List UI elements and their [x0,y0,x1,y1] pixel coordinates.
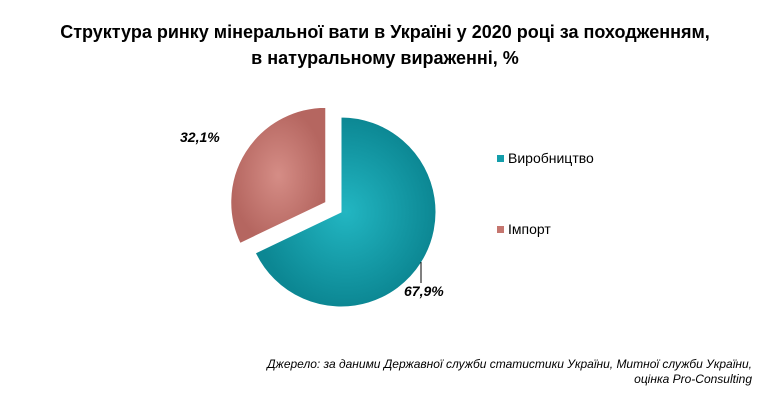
source-note-line-1: Джерело: за даними Державної служби стат… [265,357,752,371]
chart-title-line-1: Структура ринку мінеральної вати в Украї… [60,22,710,42]
legend-label-import: Імпорт [508,221,551,237]
chart-title-line-2: в натуральному вираженні, % [251,48,519,68]
legend-swatch-vyrobnytstvo [497,155,504,162]
pie-slices [230,106,437,308]
pie-slice-import [230,106,327,245]
source-note-line-2: оцінка Pro-Consulting [634,372,752,386]
data-label-vyrobnytstvo: 67,9% [404,283,444,299]
legend-swatch-import [497,226,504,233]
data-label-import: 32,1% [180,129,220,145]
legend-label-vyrobnytstvo: Виробництво [508,150,594,166]
legend: Виробництво Імпорт [497,150,594,237]
